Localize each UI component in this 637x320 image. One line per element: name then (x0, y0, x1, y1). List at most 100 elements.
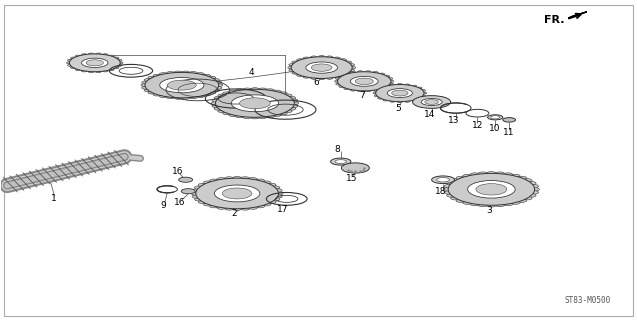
Ellipse shape (144, 89, 152, 92)
Ellipse shape (420, 90, 426, 92)
Ellipse shape (233, 176, 241, 180)
Ellipse shape (341, 163, 369, 173)
Ellipse shape (357, 71, 363, 73)
Ellipse shape (215, 84, 223, 86)
Text: ST83-M0500: ST83-M0500 (564, 296, 611, 305)
Ellipse shape (233, 207, 241, 211)
Ellipse shape (274, 192, 283, 195)
Ellipse shape (144, 78, 152, 81)
Ellipse shape (379, 87, 385, 90)
Ellipse shape (222, 188, 252, 199)
Ellipse shape (318, 56, 325, 58)
Ellipse shape (211, 102, 220, 105)
Ellipse shape (311, 64, 332, 71)
Ellipse shape (318, 77, 325, 80)
Ellipse shape (451, 179, 460, 182)
Ellipse shape (266, 89, 275, 92)
Ellipse shape (248, 178, 257, 181)
Ellipse shape (271, 198, 280, 201)
Ellipse shape (303, 76, 310, 78)
Ellipse shape (174, 96, 182, 99)
Text: 1: 1 (50, 194, 56, 203)
Ellipse shape (166, 96, 175, 99)
Ellipse shape (478, 203, 488, 207)
Ellipse shape (266, 115, 275, 118)
Text: 6: 6 (313, 78, 319, 87)
Ellipse shape (198, 183, 207, 187)
Ellipse shape (289, 64, 296, 66)
Ellipse shape (211, 78, 220, 81)
Ellipse shape (387, 89, 412, 98)
Ellipse shape (413, 96, 451, 108)
Ellipse shape (278, 112, 287, 115)
Ellipse shape (290, 102, 299, 105)
Ellipse shape (103, 54, 108, 56)
Ellipse shape (503, 173, 513, 176)
Ellipse shape (141, 84, 149, 86)
Ellipse shape (236, 89, 244, 92)
Ellipse shape (224, 207, 234, 210)
Ellipse shape (214, 81, 222, 84)
Ellipse shape (404, 84, 410, 86)
Ellipse shape (350, 76, 378, 86)
Text: FR.: FR. (544, 15, 564, 25)
Ellipse shape (208, 76, 216, 79)
Ellipse shape (153, 93, 161, 96)
Ellipse shape (462, 174, 472, 178)
Ellipse shape (420, 95, 426, 97)
Ellipse shape (527, 194, 536, 197)
Ellipse shape (82, 70, 87, 72)
Ellipse shape (336, 77, 341, 80)
Ellipse shape (339, 85, 345, 88)
Ellipse shape (365, 71, 371, 73)
Ellipse shape (365, 90, 371, 92)
Ellipse shape (517, 176, 527, 180)
Ellipse shape (289, 105, 298, 108)
Ellipse shape (511, 201, 520, 204)
Ellipse shape (527, 181, 536, 185)
Ellipse shape (71, 67, 76, 68)
Text: 13: 13 (448, 116, 460, 125)
Ellipse shape (397, 84, 403, 85)
Ellipse shape (355, 78, 373, 84)
Ellipse shape (289, 69, 296, 72)
Ellipse shape (218, 94, 227, 97)
Ellipse shape (210, 179, 218, 182)
Ellipse shape (159, 95, 168, 98)
Ellipse shape (326, 56, 333, 58)
Ellipse shape (336, 83, 341, 85)
Text: 15: 15 (347, 174, 358, 183)
Ellipse shape (243, 88, 252, 91)
Ellipse shape (203, 74, 211, 77)
Ellipse shape (340, 74, 347, 76)
Ellipse shape (303, 57, 310, 60)
Ellipse shape (390, 84, 395, 86)
Ellipse shape (109, 55, 114, 57)
Ellipse shape (387, 77, 393, 80)
Ellipse shape (383, 85, 390, 88)
Ellipse shape (529, 191, 538, 194)
Ellipse shape (417, 87, 422, 89)
Ellipse shape (273, 189, 282, 192)
Ellipse shape (478, 172, 488, 175)
Ellipse shape (444, 191, 454, 194)
Ellipse shape (310, 77, 317, 79)
Ellipse shape (495, 172, 505, 175)
Ellipse shape (517, 199, 527, 202)
Text: 14: 14 (424, 110, 436, 119)
Text: 9: 9 (160, 201, 166, 210)
Ellipse shape (310, 56, 317, 58)
Ellipse shape (68, 64, 73, 66)
Ellipse shape (289, 99, 298, 102)
Ellipse shape (412, 85, 417, 87)
Ellipse shape (217, 178, 226, 181)
Ellipse shape (487, 115, 503, 120)
Ellipse shape (174, 71, 182, 74)
Ellipse shape (178, 177, 192, 182)
Ellipse shape (283, 94, 292, 97)
Ellipse shape (258, 116, 267, 119)
Ellipse shape (376, 84, 424, 102)
Ellipse shape (182, 71, 190, 74)
Ellipse shape (75, 55, 81, 57)
Ellipse shape (89, 53, 94, 55)
